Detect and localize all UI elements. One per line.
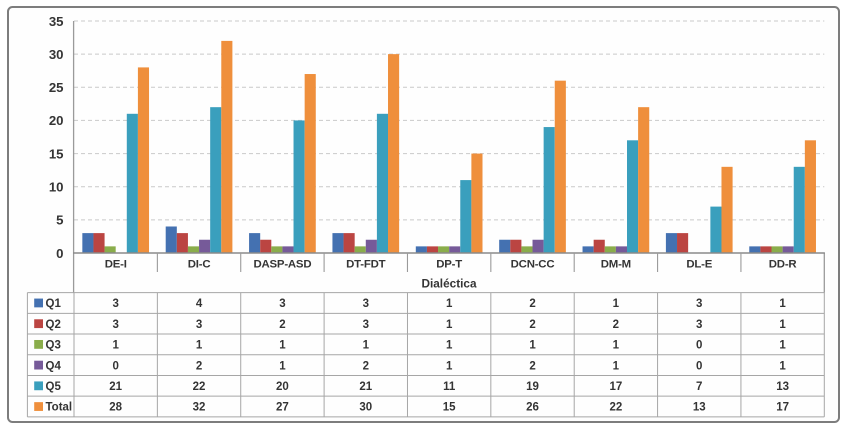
svg-text:2: 2 <box>613 319 619 331</box>
svg-text:DP-T: DP-T <box>436 259 462 271</box>
svg-text:3: 3 <box>196 319 202 331</box>
svg-text:1: 1 <box>529 340 536 352</box>
svg-text:2: 2 <box>529 298 535 310</box>
svg-text:2: 2 <box>529 360 535 372</box>
svg-text:DM-M: DM-M <box>601 259 631 271</box>
svg-text:Q2: Q2 <box>46 319 61 331</box>
svg-text:13: 13 <box>776 381 789 393</box>
svg-text:1: 1 <box>363 340 370 352</box>
svg-text:1: 1 <box>613 360 620 372</box>
svg-text:17: 17 <box>609 381 622 393</box>
svg-text:13: 13 <box>693 402 706 414</box>
svg-text:4: 4 <box>196 298 203 310</box>
svg-text:Q4: Q4 <box>46 360 62 372</box>
svg-text:22: 22 <box>609 402 622 414</box>
svg-text:10: 10 <box>49 180 64 195</box>
svg-text:1: 1 <box>613 340 620 352</box>
svg-text:0: 0 <box>112 360 118 372</box>
svg-text:1: 1 <box>446 319 453 331</box>
svg-text:Total: Total <box>46 402 73 414</box>
svg-text:1: 1 <box>279 360 286 372</box>
svg-text:0: 0 <box>696 360 702 372</box>
svg-text:3: 3 <box>696 298 702 310</box>
svg-text:1: 1 <box>446 298 453 310</box>
svg-text:2: 2 <box>196 360 202 372</box>
svg-text:DE-I: DE-I <box>105 259 127 271</box>
svg-text:DI-C: DI-C <box>188 259 211 271</box>
svg-text:1: 1 <box>112 340 119 352</box>
svg-text:5: 5 <box>56 213 63 228</box>
svg-text:3: 3 <box>696 319 702 331</box>
svg-text:22: 22 <box>193 381 206 393</box>
svg-text:20: 20 <box>276 381 289 393</box>
svg-text:Q3: Q3 <box>46 340 61 352</box>
svg-text:2: 2 <box>529 319 535 331</box>
svg-text:21: 21 <box>109 381 122 393</box>
svg-text:1: 1 <box>779 298 786 310</box>
svg-text:15: 15 <box>49 146 64 161</box>
svg-text:DT-FDT: DT-FDT <box>346 259 386 271</box>
svg-text:35: 35 <box>49 14 64 29</box>
svg-text:1: 1 <box>779 340 786 352</box>
svg-text:7: 7 <box>696 381 702 393</box>
svg-text:3: 3 <box>363 298 369 310</box>
svg-text:DL-E: DL-E <box>686 259 712 271</box>
svg-text:Q1: Q1 <box>46 298 62 310</box>
svg-text:1: 1 <box>279 340 286 352</box>
svg-text:21: 21 <box>359 381 372 393</box>
svg-text:30: 30 <box>359 402 372 414</box>
svg-text:1: 1 <box>613 298 620 310</box>
svg-text:0: 0 <box>56 246 63 261</box>
svg-text:26: 26 <box>526 402 539 414</box>
svg-text:2: 2 <box>363 360 369 372</box>
svg-text:Dialéctica: Dialéctica <box>421 277 477 291</box>
svg-text:15: 15 <box>443 402 456 414</box>
svg-text:1: 1 <box>196 340 203 352</box>
svg-text:2: 2 <box>279 319 285 331</box>
svg-text:19: 19 <box>526 381 539 393</box>
svg-text:1: 1 <box>446 340 453 352</box>
svg-text:11: 11 <box>443 381 456 393</box>
svg-text:DCN-CC: DCN-CC <box>511 259 555 271</box>
svg-text:0: 0 <box>696 340 702 352</box>
svg-text:20: 20 <box>49 113 64 128</box>
svg-text:3: 3 <box>279 298 285 310</box>
svg-text:25: 25 <box>49 80 64 95</box>
svg-text:DASP-ASD: DASP-ASD <box>253 259 311 271</box>
svg-text:17: 17 <box>776 402 789 414</box>
svg-text:1: 1 <box>779 360 786 372</box>
svg-text:DD-R: DD-R <box>769 259 797 271</box>
svg-text:1: 1 <box>446 360 453 372</box>
svg-text:30: 30 <box>49 47 64 62</box>
svg-text:1: 1 <box>779 319 786 331</box>
svg-text:3: 3 <box>363 319 369 331</box>
svg-text:28: 28 <box>109 402 122 414</box>
svg-text:32: 32 <box>193 402 206 414</box>
svg-text:27: 27 <box>276 402 289 414</box>
svg-text:3: 3 <box>112 298 118 310</box>
svg-text:Q5: Q5 <box>46 381 62 393</box>
svg-text:3: 3 <box>112 319 118 331</box>
